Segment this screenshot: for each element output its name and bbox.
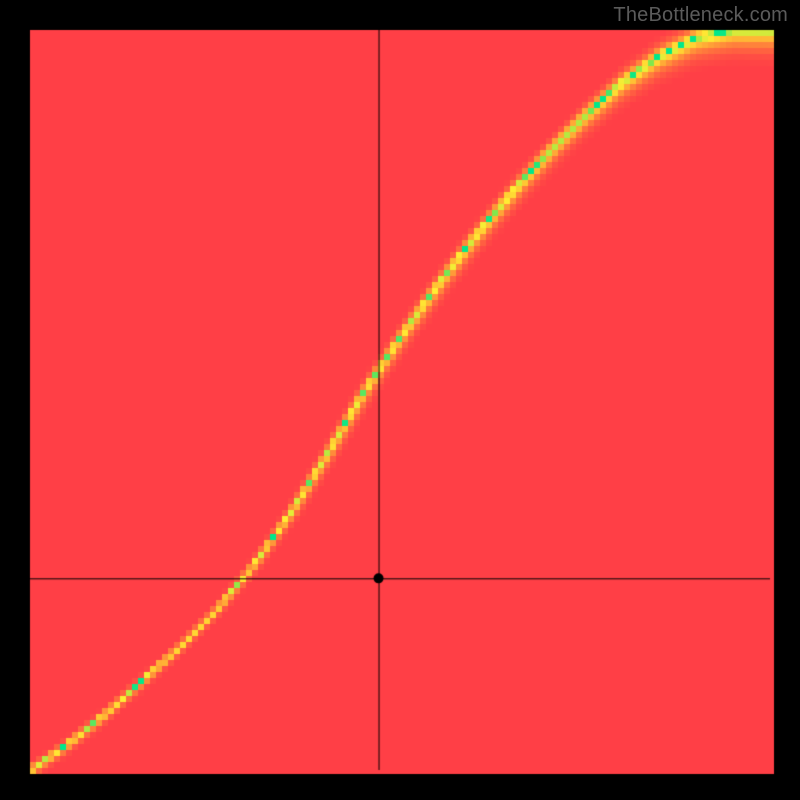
chart-container: TheBottleneck.com bbox=[0, 0, 800, 800]
watermark-label: TheBottleneck.com bbox=[613, 4, 788, 27]
bottleneck-heatmap bbox=[0, 0, 800, 800]
